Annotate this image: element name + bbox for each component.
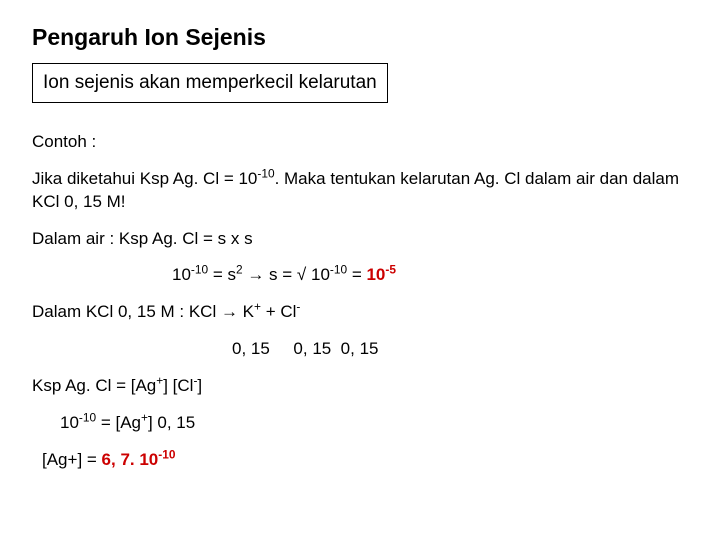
sub-c: ] 0, 15 — [148, 413, 195, 432]
page-title: Pengaruh Ion Sejenis — [32, 22, 688, 53]
equation-line: 10-10 = s2 → s = √ 10-10 = 10-5 — [172, 264, 688, 287]
concentration-nums: 0, 15 0, 15 0, 15 — [232, 338, 688, 361]
substitution-line: 10-10 = [Ag+] 0, 15 — [60, 412, 688, 435]
eq-c: → s = √ 10 — [243, 265, 330, 284]
ans1-exp: -5 — [385, 263, 396, 277]
answer-1: 10-5 — [366, 265, 396, 284]
final-exp: -10 — [158, 447, 175, 461]
final-answer: 6, 7. 10-10 — [102, 450, 176, 469]
ksp-expression: Ksp Ag. Cl = [Ag+] [Cl-] — [32, 375, 688, 398]
eq-exp2: 2 — [236, 263, 243, 277]
sub-a: 10 — [60, 413, 79, 432]
kcl-a: Dalam KCl 0, 15 M : KCl → K — [32, 302, 254, 321]
in-kcl-line: Dalam KCl 0, 15 M : KCl → K+ + Cl- — [32, 301, 688, 324]
ans1-base: 10 — [366, 265, 385, 284]
contoh-label: Contoh : — [32, 131, 688, 154]
eq-d: = — [347, 265, 366, 284]
eq-exp3: -10 — [330, 263, 347, 277]
kcl-b: + Cl — [261, 302, 296, 321]
in-water-line: Dalam air : Ksp Ag. Cl = s x s — [32, 228, 688, 251]
sub-b: = [Ag — [96, 413, 141, 432]
eq-b: = s — [208, 265, 236, 284]
ksp-c: ] — [197, 376, 202, 395]
exp-neg10: -10 — [257, 166, 274, 180]
sub-exp: -10 — [79, 411, 96, 425]
ksp-b: ] [Cl — [163, 376, 193, 395]
problem-statement: Jika diketahui Ksp Ag. Cl = 10-10. Maka … — [32, 168, 688, 214]
final-answer-line: [Ag+] = 6, 7. 10-10 — [42, 449, 688, 472]
ag-plus-2: + — [141, 411, 148, 425]
cl-minus: - — [296, 300, 300, 314]
eq-exp1: -10 — [191, 263, 208, 277]
problem-text-a: Jika diketahui Ksp Ag. Cl = 10 — [32, 169, 257, 188]
principle-box: Ion sejenis akan memperkecil kelarutan — [32, 63, 388, 103]
final-a: [Ag+] = — [42, 450, 102, 469]
ksp-a: Ksp Ag. Cl = [Ag — [32, 376, 156, 395]
eq-a: 10 — [172, 265, 191, 284]
final-b: 6, 7. 10 — [102, 450, 159, 469]
k-plus: + — [254, 300, 261, 314]
